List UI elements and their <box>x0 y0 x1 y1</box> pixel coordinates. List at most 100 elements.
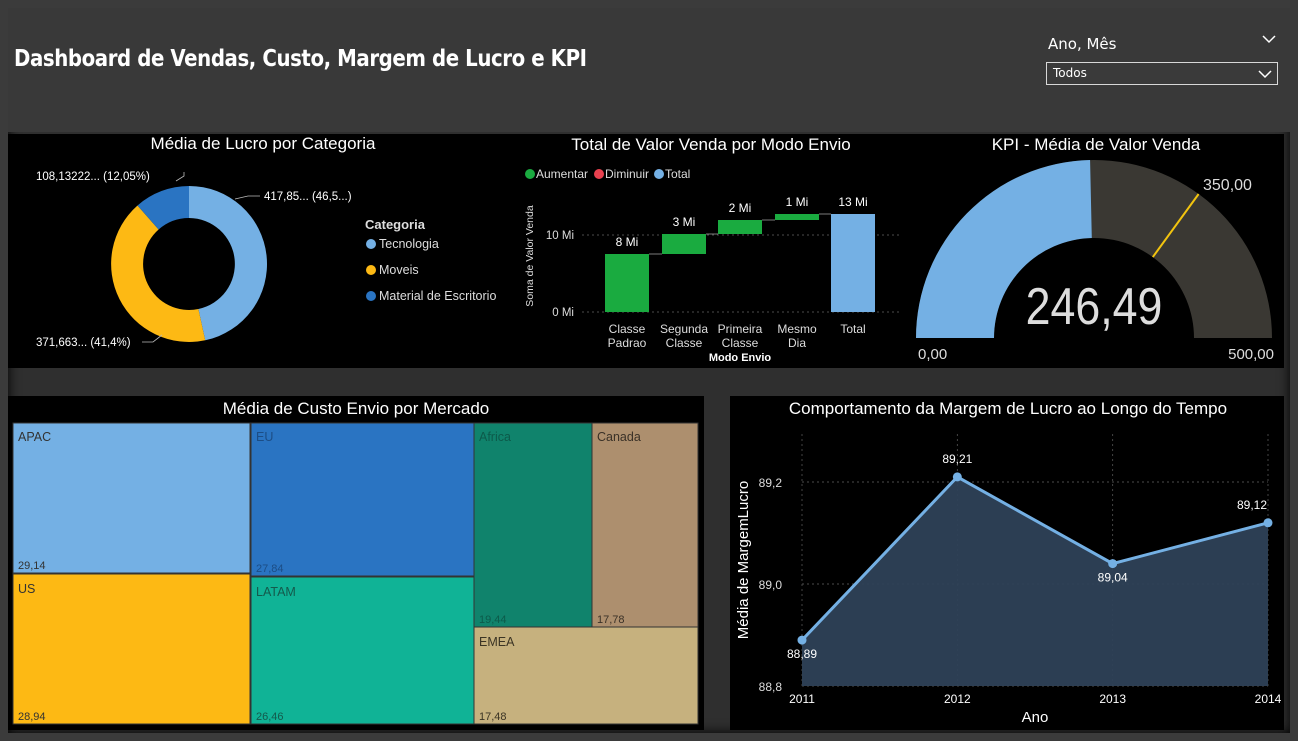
data-label: 3 Mi <box>673 215 696 229</box>
data-label: 2 Mi <box>729 201 752 215</box>
x-tick-label: Mesmo <box>777 322 817 336</box>
leader-line <box>142 334 163 343</box>
legend-item-diminuir[interactable]: Diminuir <box>605 167 649 181</box>
slicer-selected-value: Todos <box>1053 66 1087 80</box>
treemap-cell-apac[interactable] <box>12 422 251 574</box>
year-month-slicer-dropdown[interactable]: Todos <box>1046 62 1278 85</box>
gauge-fill[interactable] <box>916 160 1092 338</box>
x-tick-label: Primeira <box>718 322 763 336</box>
treemap-value: 17,78 <box>597 614 625 626</box>
treemap-label: US <box>18 582 35 596</box>
y-axis-label: Soma de Valor Venda <box>524 205 536 307</box>
data-label: 8 Mi <box>616 235 639 249</box>
x-axis-label: Ano <box>1022 709 1049 726</box>
donut-slice-tecnologia[interactable] <box>189 186 268 341</box>
kpi-title: KPI - Média de Valor Venda <box>992 135 1201 154</box>
treemap-value: 26,46 <box>256 711 284 723</box>
waterfall-bar-mesmo-dia[interactable] <box>775 214 819 220</box>
series-line[interactable] <box>800 475 1269 642</box>
treemap-title: Média de Custo Envio por Mercado <box>223 399 489 418</box>
treemap-cell-africa[interactable] <box>473 422 593 628</box>
donut-chart-title: Média de Lucro por Categoria <box>150 134 376 153</box>
slicer-label: Ano, Mês <box>1048 35 1117 53</box>
gauge-max-label: 500,00 <box>1228 346 1274 363</box>
donut-chart-panel[interactable]: Média de Lucro por Categoria 417,85... (… <box>8 134 502 368</box>
header: Dashboard de Vendas, Custo, Margem de Lu… <box>8 8 1290 132</box>
donut-slice-material[interactable] <box>137 186 190 230</box>
legend-marker <box>366 239 376 249</box>
legend-marker <box>594 169 604 179</box>
line-chart-panel[interactable]: Comportamento da Margem de Lucro ao Long… <box>730 396 1284 730</box>
legend-item-moveis[interactable]: Moveis <box>379 263 419 277</box>
waterfall-bar-primeira-classe[interactable] <box>718 220 762 234</box>
area-fill <box>802 476 1268 686</box>
treemap-panel[interactable]: Média de Custo Envio por Mercado APAC 29… <box>8 396 704 730</box>
legend-marker <box>525 169 535 179</box>
legend-item-material[interactable]: Material de Escritorio <box>379 289 496 303</box>
kpi-value: 246,49 <box>1026 278 1163 336</box>
donut-label-moveis: 371,663... (41,4%) <box>36 337 131 349</box>
donut-label-tecnologia: 417,85... (46,5...) <box>264 191 352 203</box>
page-title: Dashboard de Vendas, Custo, Margem de Lu… <box>14 46 587 72</box>
data-point[interactable] <box>1263 518 1273 528</box>
data-label: 89,04 <box>1098 571 1128 585</box>
treemap-cell-eu[interactable] <box>250 422 475 577</box>
x-tick-label: Dia <box>788 336 806 350</box>
treemap-label: Africa <box>479 430 511 444</box>
legend-item-tecnologia[interactable]: Tecnologia <box>379 237 439 251</box>
x-tick-label: Total <box>840 322 865 336</box>
x-tick-label: Classe <box>722 336 759 350</box>
kpi-gauge-panel[interactable]: KPI - Média de Valor Venda 350,00 246,49… <box>910 134 1284 368</box>
legend-item-aumentar[interactable]: Aumentar <box>536 167 588 181</box>
treemap-label: EMEA <box>479 635 515 649</box>
x-tick-label: 2012 <box>944 692 971 706</box>
data-label: 1 Mi <box>786 195 809 209</box>
x-axis-label: Modo Envio <box>709 352 772 364</box>
x-tick-label: Padrao <box>608 336 647 350</box>
chevron-down-icon <box>1258 70 1272 79</box>
gauge-target-label: 350,00 <box>1203 177 1252 194</box>
waterfall-bar-classe-padrao[interactable] <box>605 254 649 312</box>
waterfall-chart-panel[interactable]: Total de Valor Venda por Modo Envio Aume… <box>502 134 910 368</box>
legend-title: Categoria <box>365 217 426 232</box>
line-chart-title: Comportamento da Margem de Lucro ao Long… <box>789 399 1227 418</box>
legend-marker <box>654 169 664 179</box>
y-tick-label: 89,0 <box>759 578 783 592</box>
chevron-down-icon[interactable] <box>1260 30 1278 48</box>
treemap-cell-latam[interactable] <box>250 576 475 725</box>
donut-chart[interactable] <box>111 186 268 342</box>
y-tick-label: 89,2 <box>759 476 783 490</box>
legend-marker <box>366 291 376 301</box>
treemap-value: 17,48 <box>479 711 507 723</box>
x-tick-label: Classe <box>666 336 703 350</box>
treemap-label: LATAM <box>256 585 296 599</box>
gauge-target-marker <box>1151 193 1200 258</box>
treemap-label: Canada <box>597 430 641 444</box>
legend-item-total[interactable]: Total <box>665 167 690 181</box>
data-point[interactable] <box>1108 559 1118 569</box>
data-label: 89,12 <box>1237 498 1267 512</box>
treemap-value: 28,94 <box>18 711 46 723</box>
treemap-cell-emea[interactable] <box>473 626 699 725</box>
legend-marker <box>366 265 376 275</box>
data-label: 88,89 <box>787 647 817 661</box>
y-tick-label: 88,8 <box>759 680 783 694</box>
data-label: 89,21 <box>942 452 972 466</box>
x-tick-label: Classe <box>609 322 646 336</box>
treemap-cell-canada[interactable] <box>591 422 699 628</box>
treemap-value: 29,14 <box>18 560 46 572</box>
data-point[interactable] <box>797 635 807 645</box>
leader-line <box>234 195 260 200</box>
treemap-value: 27,84 <box>256 563 284 575</box>
donut-slice-moveis[interactable] <box>111 205 206 342</box>
data-point[interactable] <box>952 472 962 482</box>
waterfall-chart-title: Total de Valor Venda por Modo Envio <box>571 135 850 154</box>
waterfall-bar-segunda-classe[interactable] <box>662 234 706 254</box>
treemap-cell-us[interactable] <box>12 573 251 725</box>
waterfall-bar-total[interactable] <box>831 214 875 312</box>
treemap-label: EU <box>256 430 273 444</box>
waterfall-bars[interactable] <box>605 214 875 312</box>
treemap[interactable] <box>12 422 699 725</box>
treemap-label: APAC <box>18 430 51 444</box>
x-tick-label: Segunda <box>660 322 708 336</box>
